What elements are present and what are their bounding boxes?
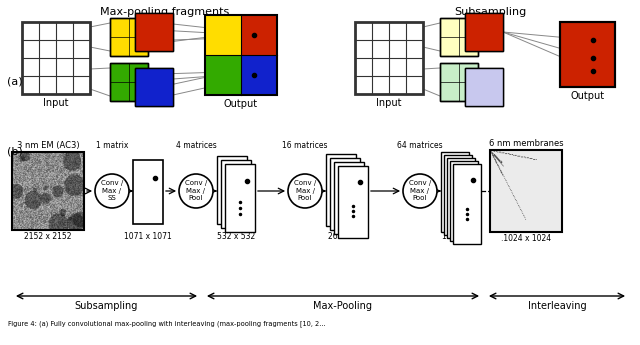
Text: Subsampling: Subsampling bbox=[454, 7, 526, 17]
Bar bbox=[447, 158, 475, 238]
Text: .1024 x 1024: .1024 x 1024 bbox=[501, 234, 551, 243]
Circle shape bbox=[95, 174, 129, 208]
Bar bbox=[440, 63, 478, 101]
Bar bbox=[110, 18, 148, 56]
Bar bbox=[135, 68, 173, 106]
Bar bbox=[217, 156, 247, 224]
Bar bbox=[444, 155, 472, 235]
Text: (b): (b) bbox=[7, 147, 23, 157]
Text: Input: Input bbox=[376, 98, 402, 108]
Text: 6 nm membranes: 6 nm membranes bbox=[489, 139, 563, 148]
Text: (a): (a) bbox=[7, 77, 22, 87]
Text: 4 matrices: 4 matrices bbox=[175, 141, 216, 150]
Bar bbox=[334, 162, 364, 234]
Text: 2152 x 2152: 2152 x 2152 bbox=[24, 232, 72, 241]
Bar bbox=[440, 63, 478, 101]
Text: 128 x 128: 128 x 128 bbox=[442, 232, 480, 241]
Bar bbox=[205, 15, 277, 95]
Text: Max-Pooling: Max-Pooling bbox=[314, 301, 372, 311]
Text: 532 x 532: 532 x 532 bbox=[217, 232, 255, 241]
Text: Max-pooling fragments: Max-pooling fragments bbox=[100, 7, 230, 17]
Bar bbox=[465, 13, 503, 51]
Bar bbox=[110, 63, 148, 101]
Bar bbox=[560, 22, 615, 87]
Bar bbox=[205, 15, 241, 55]
Bar bbox=[135, 13, 173, 51]
Text: Conv /
Max /
Pool: Conv / Max / Pool bbox=[409, 180, 431, 201]
Bar bbox=[465, 68, 503, 106]
Text: Output: Output bbox=[570, 91, 605, 101]
Bar bbox=[135, 68, 173, 106]
Text: Figure 4: (a) Fully convolutional max-pooling with interleaving (max-pooling fra: Figure 4: (a) Fully convolutional max-po… bbox=[8, 320, 326, 327]
Bar bbox=[465, 13, 503, 51]
Text: Conv /
Max /
Pool: Conv / Max / Pool bbox=[185, 180, 207, 201]
Text: Conv /
Max /
Pool: Conv / Max / Pool bbox=[294, 180, 316, 201]
Text: Subsampling: Subsampling bbox=[74, 301, 138, 311]
Circle shape bbox=[179, 174, 213, 208]
Bar bbox=[326, 154, 356, 226]
Bar bbox=[450, 161, 478, 241]
Bar bbox=[135, 13, 173, 51]
Bar bbox=[12, 152, 84, 230]
Bar bbox=[338, 166, 368, 238]
Text: 64 matrices: 64 matrices bbox=[397, 141, 443, 150]
Text: 1071 x 1071: 1071 x 1071 bbox=[124, 232, 172, 241]
Bar bbox=[465, 68, 503, 106]
Text: 1 matrix: 1 matrix bbox=[96, 141, 128, 150]
Bar bbox=[133, 160, 163, 224]
Text: 263 x 263: 263 x 263 bbox=[328, 232, 366, 241]
Circle shape bbox=[403, 174, 437, 208]
Text: 16 matrices: 16 matrices bbox=[282, 141, 328, 150]
Text: Input: Input bbox=[44, 98, 68, 108]
Bar bbox=[241, 55, 277, 95]
Bar bbox=[110, 18, 148, 56]
Bar bbox=[330, 158, 360, 230]
Text: Output: Output bbox=[224, 99, 258, 109]
Bar bbox=[560, 22, 615, 87]
Bar bbox=[440, 18, 478, 56]
Text: Conv /
Max /
SS: Conv / Max / SS bbox=[101, 180, 123, 201]
Circle shape bbox=[288, 174, 322, 208]
Bar bbox=[22, 22, 90, 94]
Bar bbox=[453, 164, 481, 244]
Bar bbox=[241, 15, 277, 55]
Bar bbox=[490, 150, 562, 232]
Bar bbox=[225, 164, 255, 232]
Bar bbox=[440, 18, 478, 56]
Bar bbox=[205, 55, 241, 95]
Text: Interleaving: Interleaving bbox=[528, 301, 586, 311]
Bar bbox=[441, 152, 469, 232]
Bar bbox=[355, 22, 423, 94]
Bar bbox=[221, 160, 251, 228]
Bar bbox=[110, 63, 148, 101]
Text: 3 nm EM (AC3): 3 nm EM (AC3) bbox=[17, 141, 79, 150]
